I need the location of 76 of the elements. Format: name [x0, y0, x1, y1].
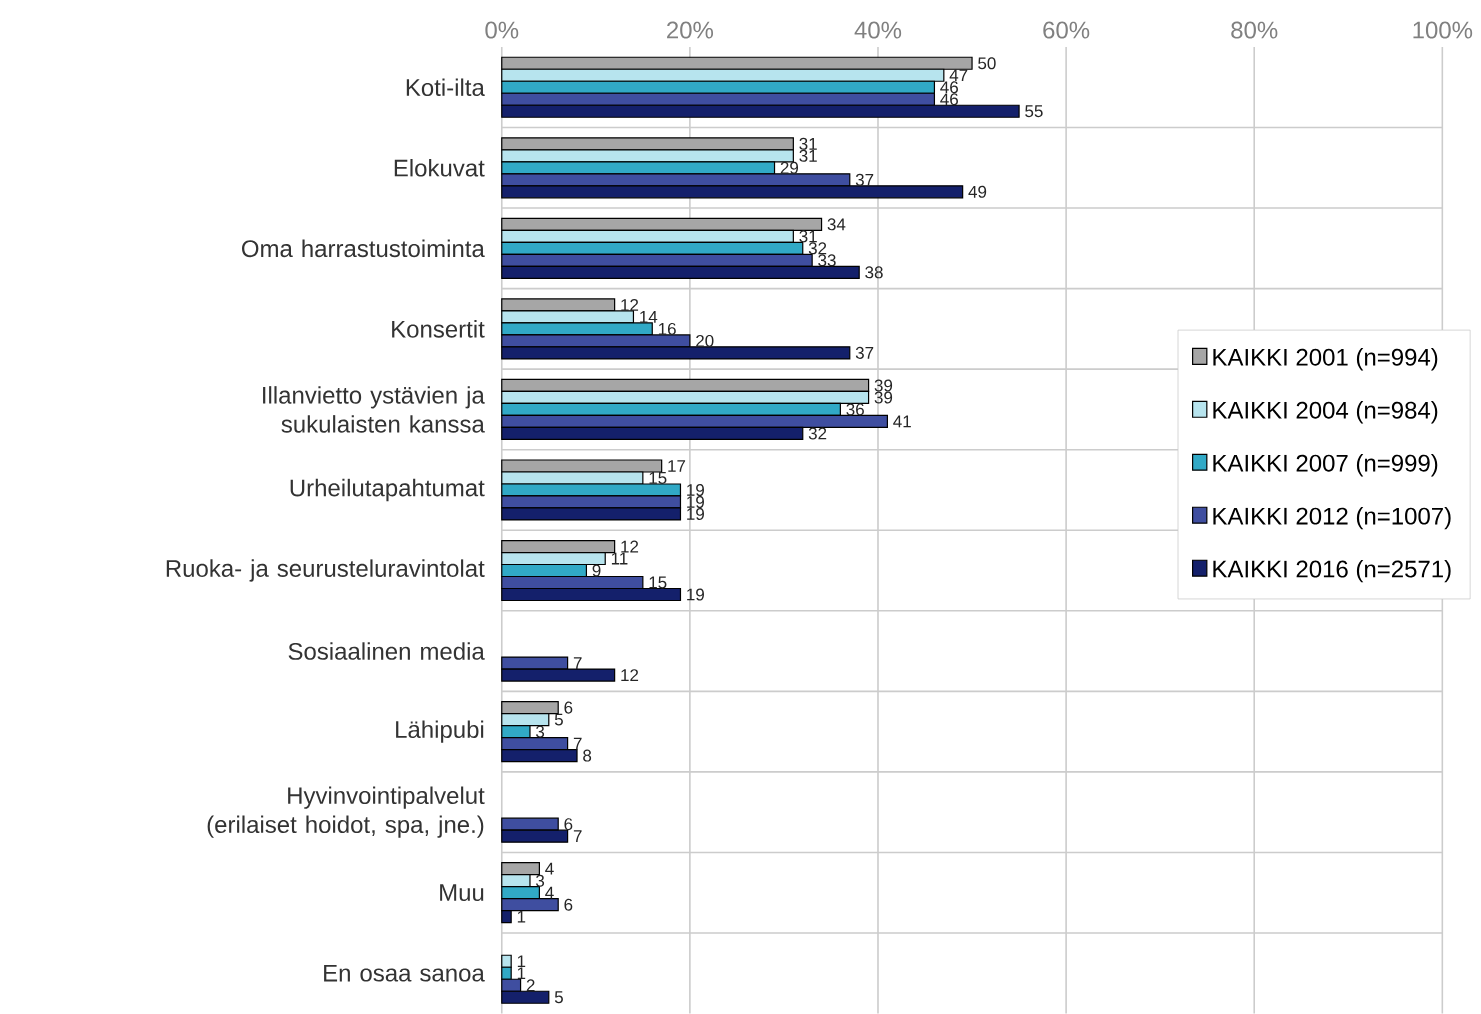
data-label: 5 [554, 713, 563, 726]
data-label: 12 [621, 298, 639, 311]
data-label: 1 [517, 910, 526, 923]
data-label: 50 [978, 57, 996, 70]
data-label: 55 [1025, 105, 1043, 117]
x-tick-label: 20% [667, 21, 714, 39]
y-tick-label: Ruoka- ja seurusteluravintolat [166, 559, 485, 582]
data-label: 41 [893, 415, 911, 428]
x-tick-label: 80% [1231, 21, 1278, 39]
y-tick-label: Elokuvat [394, 158, 485, 177]
data-label: 31 [799, 149, 817, 162]
data-label: 17 [668, 459, 686, 472]
x-tick-label: 100% [1413, 21, 1473, 39]
data-label: 7 [573, 830, 582, 842]
data-label: 29 [780, 161, 799, 174]
y-tick-label: En osaa sanoa [324, 964, 485, 982]
data-label: 3 [536, 725, 545, 738]
data-label: 33 [818, 254, 836, 267]
data-label: 46 [940, 81, 958, 94]
y-tick-label: Oma harrastustoiminta [241, 239, 485, 257]
legend-label: KAIKKI 2004 (n=984) [1213, 400, 1438, 424]
legend-label: KAIKKI 2007 (n=999) [1213, 453, 1438, 477]
data-label: 3 [536, 874, 545, 887]
data-label: 9 [592, 564, 601, 577]
x-tick-label: 0% [485, 21, 519, 39]
data-label: 34 [827, 218, 846, 231]
data-label: 8 [583, 749, 592, 762]
y-tick-label: Urheilutapahtumat [290, 478, 485, 502]
data-label: 7 [573, 657, 582, 669]
data-label: 32 [808, 242, 827, 255]
data-label: 12 [621, 540, 639, 553]
data-label: 1 [517, 967, 526, 979]
data-label: 19 [687, 495, 704, 508]
y-tick-label: Koti-ilta [406, 78, 485, 96]
y-tick-label: Illanvietto ystävien ja sukulaisten kanssa [263, 385, 485, 433]
data-label: 19 [687, 507, 704, 520]
y-tick-label: Sosiaalinen media [288, 642, 485, 660]
data-label: 4 [545, 886, 554, 899]
data-label: 39 [874, 391, 893, 404]
legend-label: KAIKKI 2016 (n=2571) [1213, 559, 1451, 583]
data-label: 37 [855, 173, 874, 186]
data-label: 15 [649, 576, 667, 589]
data-label: 39 [874, 379, 893, 392]
data-label: 12 [621, 668, 639, 681]
data-label: 36 [846, 403, 864, 416]
data-label: 19 [687, 483, 704, 496]
data-label: 6 [564, 898, 573, 911]
x-tick-label: 60% [1043, 21, 1090, 39]
y-tick-label: Konsertit [392, 319, 485, 338]
data-label: 19 [687, 588, 704, 601]
data-label: 16 [658, 322, 676, 335]
data-label: 11 [611, 552, 628, 565]
y-tick-label: Lähipubi [396, 720, 484, 743]
data-label: 1 [517, 955, 526, 967]
data-label: 7 [573, 737, 582, 750]
data-label: 47 [949, 69, 968, 81]
data-label: 37 [855, 346, 874, 359]
legend-label: KAIKKI 2001 (n=994) [1213, 347, 1438, 371]
data-label: 6 [564, 701, 573, 714]
data-label: 31 [799, 230, 817, 243]
legend-label: KAIKKI 2012 (n=1007) [1213, 506, 1451, 530]
data-label: 6 [564, 818, 573, 831]
data-label: 15 [649, 471, 667, 484]
data-label: 5 [554, 991, 563, 1004]
data-label: 4 [545, 862, 554, 875]
y-tick-label: Hyvinvointipalvelut (erilaiset hoidot, spa, jne.) [207, 786, 485, 838]
data-label: 31 [799, 137, 817, 150]
data-label: 20 [696, 334, 714, 347]
y-tick-label: Muu [440, 884, 484, 901]
data-label: 46 [940, 93, 958, 106]
data-label: 49 [968, 185, 987, 198]
data-label: 2 [526, 979, 535, 992]
x-tick-label: 40% [854, 21, 902, 39]
data-label: 14 [640, 310, 658, 323]
data-label: 32 [808, 427, 827, 440]
data-label: 38 [865, 266, 883, 279]
